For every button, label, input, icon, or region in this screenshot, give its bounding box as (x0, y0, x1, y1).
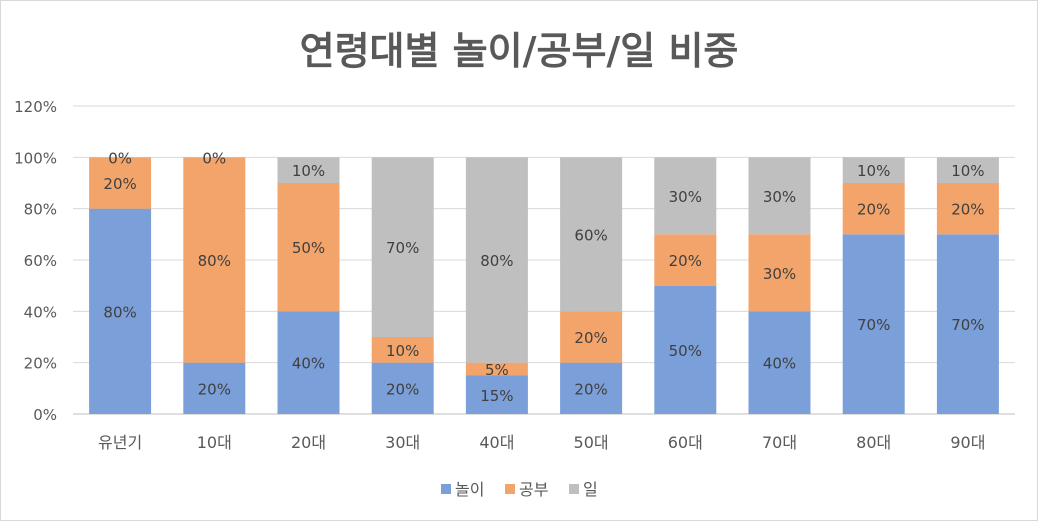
x-tick-label: 10대 (197, 433, 232, 452)
bar-segment-놀이 (465, 375, 528, 414)
x-tick-label: 60대 (668, 433, 703, 452)
chart-title: 연령대별 놀이/공부/일 비중 (300, 29, 739, 73)
legend-label: 일 (583, 480, 598, 499)
x-tick-label: 50대 (574, 433, 609, 452)
legend-item: 일 (569, 480, 598, 499)
data-label: 60% (574, 226, 607, 244)
legend-swatch (569, 484, 579, 494)
y-tick-label: 0% (33, 406, 57, 424)
data-label: 5% (485, 361, 509, 379)
y-tick-label: 100% (14, 149, 57, 167)
bar-segment-공부 (560, 311, 623, 363)
data-label: 20% (103, 175, 136, 193)
bar-segment-일 (277, 157, 340, 183)
y-tick-label: 60% (24, 252, 57, 270)
y-tick-label: 40% (24, 303, 57, 321)
bar-segment-놀이 (89, 208, 152, 414)
bar-segment-일 (654, 157, 717, 235)
bar-segment-놀이 (371, 362, 434, 414)
data-label: 20% (574, 380, 607, 398)
bar-segment-놀이 (936, 234, 999, 414)
bar-segment-공부 (936, 183, 999, 235)
data-label: 30% (669, 188, 702, 206)
y-tick-label: 80% (24, 201, 57, 219)
bar-segment-공부 (842, 183, 905, 235)
bar-segment-공부 (371, 337, 434, 363)
data-label: 70% (857, 316, 890, 334)
data-label: 80% (103, 303, 136, 321)
data-label: 20% (951, 201, 984, 219)
x-tick-label: 90대 (950, 433, 985, 452)
x-tick-label: 20대 (291, 433, 326, 452)
x-tick-label: 유년기 (98, 433, 142, 452)
bar-segment-공부 (277, 183, 340, 312)
bar-segment-일 (842, 157, 905, 183)
bar-segment-놀이 (748, 311, 811, 414)
x-tick-label: 80대 (856, 433, 891, 452)
data-label: 70% (386, 239, 419, 257)
data-label: 50% (669, 342, 702, 360)
x-tick-label: 40대 (479, 433, 514, 452)
data-label: 10% (292, 162, 325, 180)
bar-segment-일 (560, 157, 623, 312)
data-label: 50% (292, 239, 325, 257)
data-label: 20% (386, 380, 419, 398)
y-tick-label: 120% (14, 98, 57, 116)
data-label: 30% (763, 265, 796, 283)
bar-segment-놀이 (654, 285, 717, 414)
data-label: 20% (198, 380, 231, 398)
bar-segment-일 (371, 157, 434, 337)
bar-segment-일 (748, 157, 811, 235)
data-label: 0% (108, 149, 132, 167)
bar-segment-놀이 (560, 362, 623, 414)
data-label: 30% (763, 188, 796, 206)
data-label: 0% (202, 149, 226, 167)
legend-swatch (441, 484, 451, 494)
legend-item: 공부 (505, 480, 548, 499)
legend-swatch (505, 484, 515, 494)
data-label: 10% (951, 162, 984, 180)
data-label: 20% (669, 252, 702, 270)
bar-segment-공부 (183, 157, 246, 363)
data-label: 10% (386, 342, 419, 360)
data-label: 80% (198, 252, 231, 270)
bar-segment-공부 (465, 362, 528, 376)
bar-segment-일 (936, 157, 999, 183)
bar-segment-공부 (748, 234, 811, 312)
bar-segment-놀이 (183, 362, 246, 414)
data-label: 70% (951, 316, 984, 334)
legend-item: 놀이 (441, 480, 484, 499)
legend-label: 놀이 (455, 480, 484, 499)
y-tick-label: 20% (24, 355, 57, 373)
legend-label: 공부 (519, 480, 548, 499)
data-label: 40% (763, 355, 796, 373)
bar-segment-공부 (654, 234, 717, 286)
data-label: 80% (480, 252, 513, 270)
bar-segment-일 (465, 157, 528, 363)
x-tick-label: 30대 (385, 433, 420, 452)
bar-segment-공부 (89, 157, 152, 209)
bar-segment-놀이 (842, 234, 905, 414)
x-tick-label: 70대 (762, 433, 797, 452)
data-label: 10% (857, 162, 890, 180)
data-label: 40% (292, 355, 325, 373)
data-label: 20% (857, 201, 890, 219)
data-label: 15% (480, 387, 513, 405)
data-label: 20% (574, 329, 607, 347)
bar-segment-놀이 (277, 311, 340, 414)
